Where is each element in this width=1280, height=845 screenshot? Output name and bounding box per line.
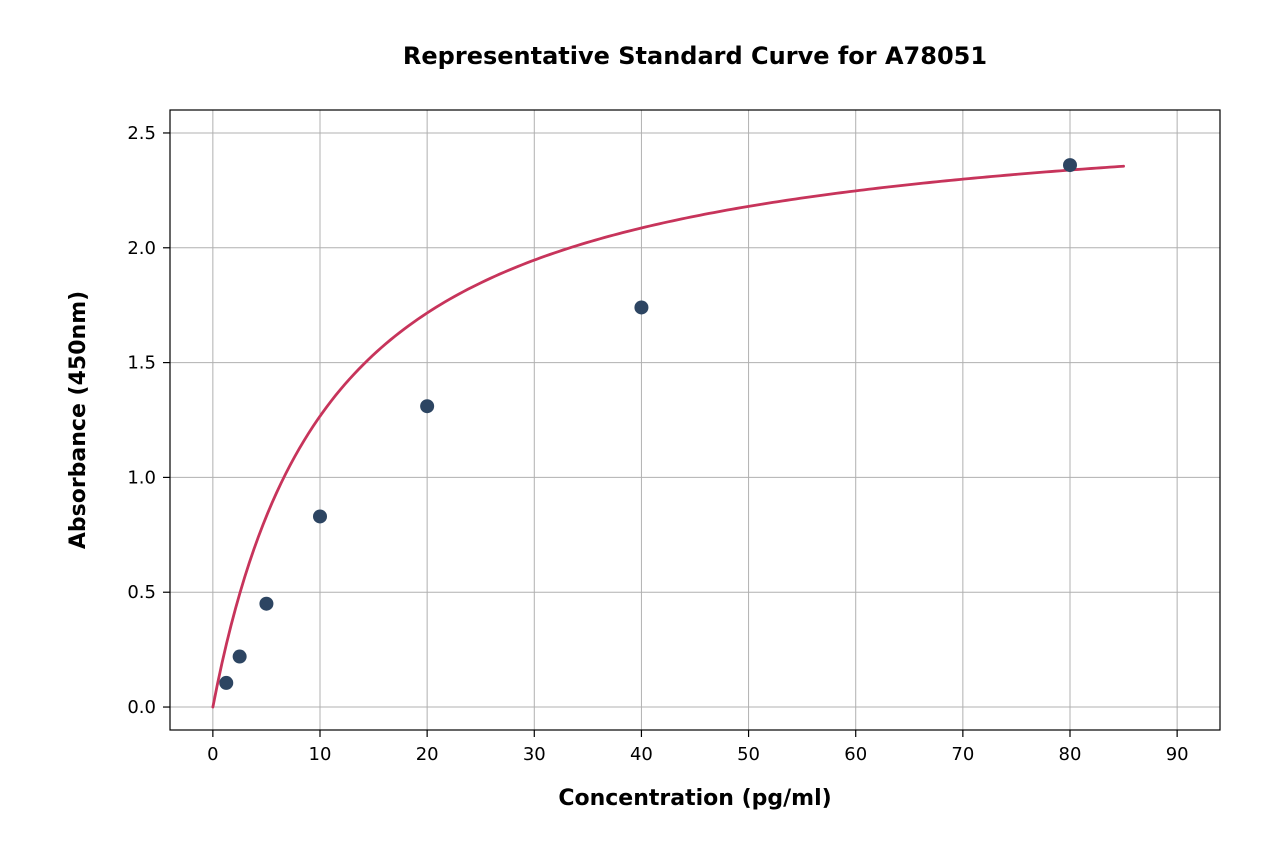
- xtick-label: 30: [523, 744, 546, 765]
- ytick-label: 2.0: [127, 238, 156, 259]
- xtick-label: 60: [844, 744, 867, 765]
- chart-title: Representative Standard Curve for A78051: [403, 42, 987, 70]
- xtick-label: 50: [737, 744, 760, 765]
- data-point: [219, 676, 233, 690]
- y-axis-label: Absorbance (450nm): [66, 291, 91, 549]
- data-point: [259, 597, 273, 611]
- ytick-label: 2.5: [127, 123, 156, 144]
- ytick-label: 0.0: [127, 697, 156, 718]
- ytick-label: 1.0: [127, 467, 156, 488]
- xtick-label: 0: [207, 744, 218, 765]
- ytick-label: 0.5: [127, 582, 156, 603]
- data-point: [420, 399, 434, 413]
- xtick-label: 90: [1166, 744, 1189, 765]
- data-point: [1063, 158, 1077, 172]
- ytick-label: 1.5: [127, 353, 156, 374]
- xtick-label: 20: [416, 744, 439, 765]
- data-point: [313, 509, 327, 523]
- x-axis-label: Concentration (pg/ml): [558, 786, 831, 811]
- xtick-label: 70: [951, 744, 974, 765]
- data-point: [233, 650, 247, 664]
- xtick-label: 10: [309, 744, 332, 765]
- standard-curve-chart: 0 10 20 30 40 50 60 70 80 90 0.0 0.5 1.0 1.5 2.0 2.5 Rep…: [0, 0, 1280, 845]
- xtick-label: 40: [630, 744, 653, 765]
- chart-container: 0 10 20 30 40 50 60 70 80 90 0.0 0.5 1.0 1.5 2.0 2.5 Rep…: [0, 0, 1280, 845]
- xtick-label: 80: [1059, 744, 1082, 765]
- data-point: [634, 300, 648, 314]
- plot-area: 0 10 20 30 40 50 60 70 80 90 0.0 0.5 1.0 1.5 2.0 2.5: [127, 110, 1220, 765]
